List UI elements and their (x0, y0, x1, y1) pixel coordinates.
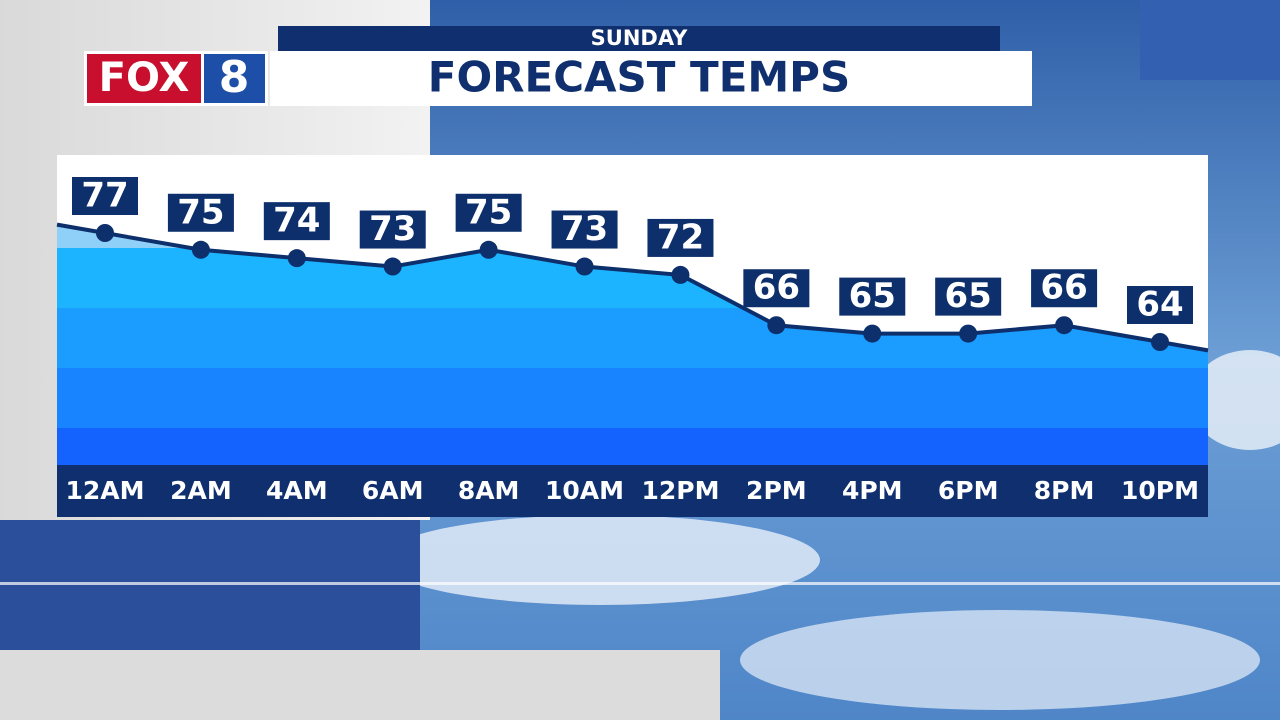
value-label-box (359, 210, 426, 249)
data-point (575, 257, 594, 276)
data-point (767, 316, 786, 335)
x-tick-label: 4PM (842, 476, 903, 505)
x-tick-label: 12PM (641, 476, 719, 505)
x-tick-label: 12AM (65, 476, 144, 505)
value-label-box (263, 202, 330, 241)
temperature-line (104, 231, 1161, 344)
value-label-box (455, 193, 522, 232)
logo-number: 8 (219, 52, 250, 103)
x-tick-label: 8AM (458, 476, 520, 505)
x-tick-label: 6PM (938, 476, 999, 505)
studio-floor (0, 650, 720, 720)
data-point (191, 240, 210, 259)
x-tick-label: 2AM (170, 476, 232, 505)
value-label: 74 (273, 201, 320, 241)
value-label-box (1031, 269, 1098, 308)
x-tick-label: 10AM (545, 476, 624, 505)
data-point (1151, 333, 1169, 351)
logo-brand: FOX (99, 55, 190, 101)
value-label-box (647, 218, 714, 257)
value-label: 66 (753, 268, 800, 308)
value-label-box (551, 210, 618, 249)
value-label-box (1127, 286, 1193, 324)
value-label: 65 (945, 276, 992, 316)
logo-brand-box (87, 54, 201, 103)
cloud (380, 515, 820, 605)
x-tick-label: 2PM (746, 476, 807, 505)
x-tick-label: 6AM (362, 476, 424, 505)
data-point (479, 240, 498, 259)
light-stripe (0, 582, 1280, 585)
cloud (1190, 350, 1280, 450)
subtitle-bar (278, 26, 1000, 51)
cloud (740, 610, 1260, 710)
data-point (383, 257, 402, 276)
studio-panel (1140, 0, 1280, 80)
data-point (96, 224, 114, 242)
x-tick-label: 4AM (266, 476, 328, 505)
band (57, 368, 1208, 428)
value-label-box (935, 277, 1002, 316)
area-mask (57, 155, 1208, 351)
value-label: 66 (1040, 268, 1087, 308)
value-label: 75 (465, 192, 512, 232)
value-label-box (167, 193, 234, 232)
value-label: 75 (177, 192, 224, 232)
value-label: 73 (369, 209, 416, 249)
chart-title: FORECAST TEMPS (428, 53, 850, 102)
value-label-box (72, 177, 138, 215)
x-axis-labels: 12AM 2AM 4AM 6AM 8AM 10AM 12PM 2PM 4PM 6PM 8PM 10PM (65, 476, 1199, 505)
data-point (287, 249, 306, 268)
value-label: 65 (849, 276, 896, 316)
value-label: 77 (81, 176, 128, 216)
band (57, 428, 1208, 465)
plot-layer: 77 75 74 73 75 73 72 66 65 65 66 64 (56, 155, 1209, 353)
chart-subtitle: SUNDAY (591, 26, 688, 50)
x-tick-label: 10PM (1121, 476, 1199, 505)
value-label-box (743, 269, 810, 308)
data-point (1055, 316, 1074, 335)
x-axis-bar (57, 465, 1208, 517)
title-bar (270, 51, 1032, 106)
value-label-box (839, 277, 906, 316)
value-label: 73 (561, 209, 608, 249)
data-point (863, 324, 882, 343)
logo-number-box (204, 54, 265, 103)
value-label: 64 (1136, 285, 1183, 325)
value-label: 72 (657, 217, 704, 257)
data-point (671, 265, 690, 284)
data-point (959, 324, 978, 343)
x-tick-label: 8PM (1034, 476, 1095, 505)
